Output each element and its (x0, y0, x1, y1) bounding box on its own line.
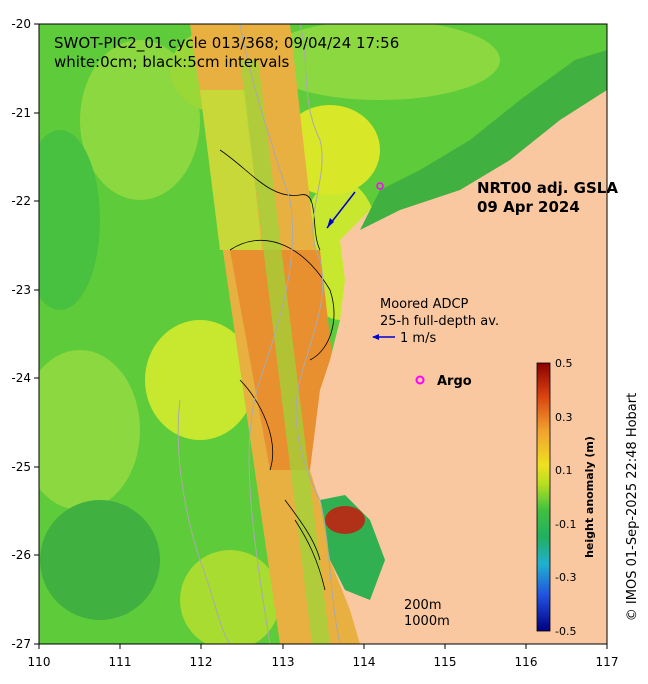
colorbar: 0.5 0.3 0.1 -0.1 -0.3 -0.5 height anomal… (536, 357, 596, 638)
y-tick-label: -27 (11, 637, 31, 651)
y-tick-label: -20 (11, 17, 31, 31)
land-australia (310, 24, 607, 644)
y-tick-label: -24 (11, 371, 31, 385)
colorbar-tick: -0.3 (555, 571, 576, 584)
y-tick-label: -21 (11, 106, 31, 120)
x-tick-label: 115 (434, 655, 457, 669)
contour-line (294, 519, 326, 591)
colorbar-label: height anomaly (m) (583, 436, 596, 558)
x-tick-label: 111 (109, 655, 132, 669)
argo-legend-label: Argo (437, 374, 472, 389)
map-frame (38, 23, 608, 645)
map-plot-area (39, 24, 607, 644)
high-anomaly-patch (325, 506, 365, 534)
contour-legend: white:0cm; black:5cm intervals (54, 53, 290, 71)
contour-line (229, 239, 335, 361)
coastal-strip (360, 50, 607, 230)
adcp-scale-arrow-head (372, 334, 379, 340)
colorbar-tick: 0.3 (555, 411, 573, 424)
colorbar-tick: 0.1 (555, 464, 573, 477)
x-tick-label: 113 (272, 655, 295, 669)
swot-swath-north (200, 90, 262, 250)
ocean-anomaly-patch (40, 500, 160, 620)
x-tick-label: 117 (596, 655, 619, 669)
y-tick-label: -23 (11, 283, 31, 297)
swot-nadir-gap (240, 60, 330, 644)
y-axis: -20 -21 -22 -23 -24 -25 -26 -27 (11, 17, 39, 651)
contour-line (219, 149, 321, 251)
product-date: 09 Apr 2024 (477, 198, 580, 216)
adcp-arrow-head (327, 218, 334, 228)
ocean-anomaly-patch (39, 130, 100, 310)
y-tick-label: -22 (11, 194, 31, 208)
isobath-200m (295, 24, 341, 644)
ocean-anomaly-patch (145, 320, 255, 440)
copyright-text: © IMOS 01-Sep-2025 22:48 Hobart (625, 393, 640, 621)
adcp-averaging-label: 25-h full-depth av. (380, 314, 499, 329)
contour-line (284, 499, 321, 561)
isobath-line (177, 399, 231, 644)
contour-line (239, 379, 274, 471)
depth-label-200m: 200m (404, 598, 441, 613)
map-title: SWOT-PIC2_01 cycle 013/368; 09/04/24 17:… (54, 34, 399, 53)
colorbar-tick: 0.5 (555, 357, 573, 370)
x-tick-label: 110 (28, 655, 51, 669)
x-axis: 110 111 112 113 114 115 116 117 (28, 644, 619, 669)
y-tick-label: -26 (11, 548, 31, 562)
argo-float-marker (376, 182, 384, 190)
x-tick-label: 112 (190, 655, 213, 669)
ocean-anomaly-patch (80, 40, 200, 200)
colorbar-ramp (536, 362, 551, 632)
ocean-anomaly-patch (39, 350, 140, 510)
colorbar-tick: -0.5 (555, 625, 576, 638)
colorbar-tick: -0.1 (555, 518, 576, 531)
x-tick-label: 116 (515, 655, 538, 669)
depth-label-1000m: 1000m (404, 614, 450, 629)
isobath-1000m (239, 24, 294, 644)
adcp-label: Moored ADCP (380, 297, 469, 312)
x-tick-label: 114 (353, 655, 376, 669)
ocean-anomaly-patch (260, 24, 500, 100)
ocean-anomaly-patch (180, 550, 280, 644)
y-tick-label: -25 (11, 460, 31, 474)
adcp-scale-label: 1 m/s (400, 331, 436, 346)
argo-legend-marker (415, 375, 425, 385)
product-name: NRT00 adj. GSLA (477, 179, 618, 197)
